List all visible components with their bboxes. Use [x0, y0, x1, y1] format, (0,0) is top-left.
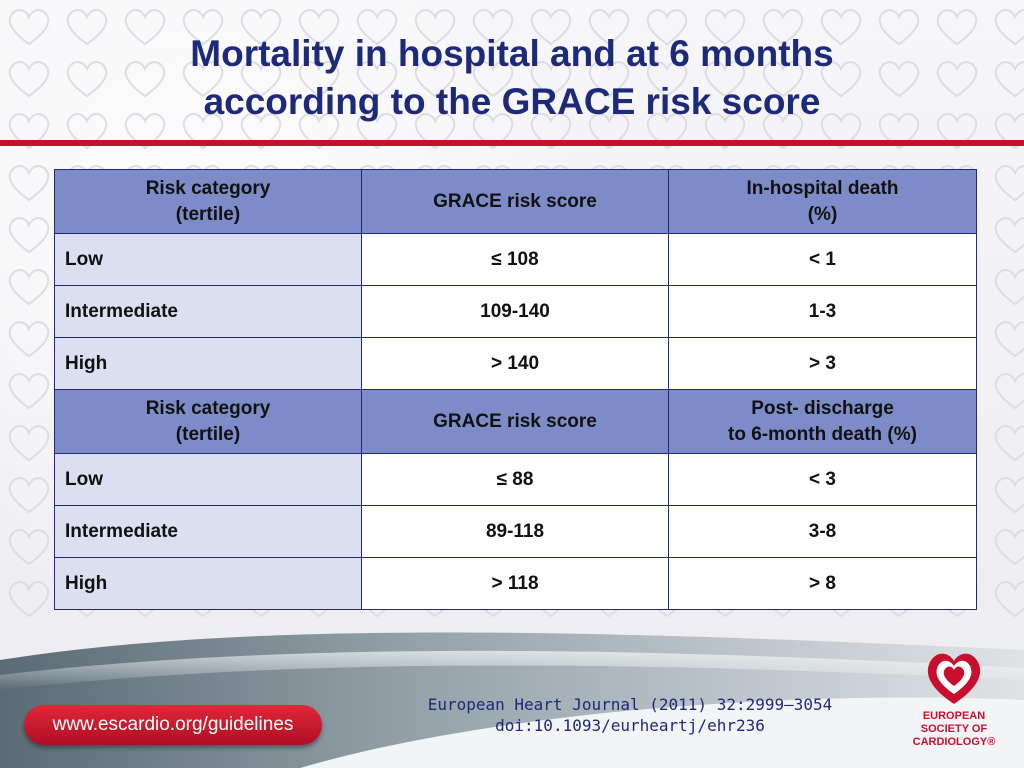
table-cell: ≤ 88: [361, 453, 669, 506]
table-row: Low ≤ 88 < 3: [54, 453, 977, 506]
header-in-hospital-death: In-hospital death (%): [668, 169, 977, 234]
guidelines-url-link[interactable]: www.escardio.org/guidelines: [24, 705, 322, 745]
table-cell: Low: [54, 453, 362, 506]
table-cell: 1-3: [668, 285, 977, 338]
table-row: Intermediate 109-140 1-3: [54, 285, 977, 338]
table-cell: > 118: [361, 557, 669, 610]
table-cell: 109-140: [361, 285, 669, 338]
table-cell: Low: [54, 233, 362, 286]
header-grace-score: GRACE risk score: [361, 389, 669, 454]
esc-logo-text: EUROPEAN SOCIETY OF CARDIOLOGY®: [912, 710, 996, 748]
grace-risk-table: Risk category (tertile) GRACE risk score…: [54, 169, 977, 610]
table-cell: > 3: [668, 337, 977, 390]
table-cell: > 140: [361, 337, 669, 390]
citation-line-2: doi:10.1093/eurheartj/ehr236: [495, 716, 765, 735]
heart-icon: [927, 653, 981, 704]
table-row: Low ≤ 108 < 1: [54, 233, 977, 286]
table-header-row: Risk category (tertile) GRACE risk score…: [54, 389, 977, 454]
table-cell: High: [54, 557, 362, 610]
table-cell: High: [54, 337, 362, 390]
table-cell: Intermediate: [54, 505, 362, 558]
citation-line-1: European Heart Journal (2011) 32:2999–30…: [427, 695, 833, 714]
table-cell: Intermediate: [54, 285, 362, 338]
table-cell: < 1: [668, 233, 977, 286]
header-risk-category: Risk category (tertile): [54, 389, 362, 454]
slide-title: Mortality in hospital and at 6 months ac…: [0, 30, 1024, 126]
table-row: High > 140 > 3: [54, 337, 977, 390]
title-divider: [0, 140, 1024, 146]
table-header-row: Risk category (tertile) GRACE risk score…: [54, 169, 977, 234]
table-cell: ≤ 108: [361, 233, 669, 286]
header-risk-category: Risk category (tertile): [54, 169, 362, 234]
header-grace-score: GRACE risk score: [361, 169, 669, 234]
table-row: High > 118 > 8: [54, 557, 977, 610]
table-cell: > 8: [668, 557, 977, 610]
table-row: Intermediate 89-118 3-8: [54, 505, 977, 558]
table-cell: 3-8: [668, 505, 977, 558]
table-cell: 89-118: [361, 505, 669, 558]
slide-title-line-1: Mortality in hospital and at 6 months: [190, 33, 834, 74]
table-cell: < 3: [668, 453, 977, 506]
slide-title-line-2: according to the GRACE risk score: [203, 81, 821, 122]
header-post-discharge-death: Post- discharge to 6-month death (%): [668, 389, 977, 454]
journal-citation: European Heart Journal (2011) 32:2999–30…: [380, 694, 880, 736]
